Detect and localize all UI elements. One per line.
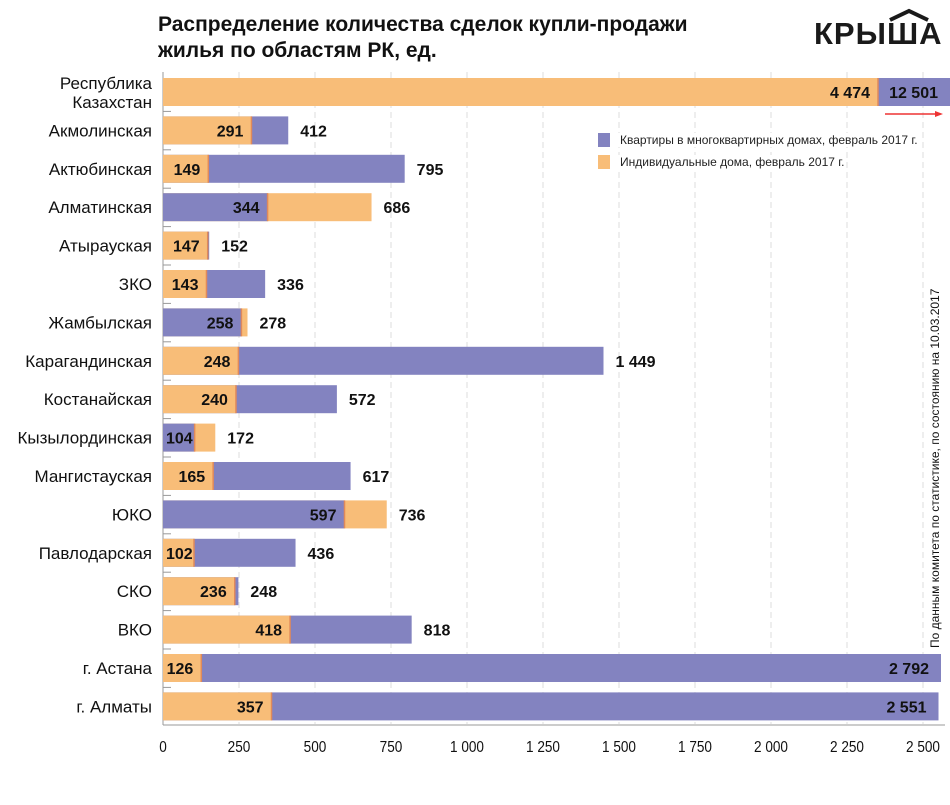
bar-houses — [163, 270, 207, 298]
legend-label: Индивидуальные дома, февраль 2017 г. — [620, 155, 845, 169]
value-label: 236 — [200, 584, 227, 601]
bar-houses — [163, 346, 239, 375]
x-tick-label: 750 — [380, 739, 403, 756]
value-label: 143 — [172, 277, 199, 294]
x-tick-label: 2 250 — [830, 739, 864, 756]
category-label: Акмолинская — [49, 121, 152, 140]
category-label: Павлодарская — [39, 544, 152, 563]
value-label: 4 474 — [830, 85, 870, 102]
x-tick-label: 2 500 — [906, 739, 940, 756]
value-label: 152 — [221, 239, 248, 256]
bar-houses — [163, 577, 235, 606]
bar-houses — [163, 615, 291, 644]
value-label: 1 449 — [615, 354, 655, 371]
category-label: СКО — [117, 582, 152, 601]
value-label: 597 — [310, 507, 337, 524]
bar-apartments — [163, 692, 939, 721]
value-label: 149 — [174, 162, 201, 179]
bar-houses — [163, 116, 252, 145]
logo: КРЫША — [812, 8, 947, 53]
value-label: 357 — [237, 699, 264, 716]
value-label: 418 — [255, 623, 282, 640]
logo-icon: КРЫША — [814, 8, 943, 51]
bar-houses — [163, 231, 208, 260]
bar-apartments — [163, 193, 268, 222]
category-label: Кызылординская — [17, 429, 152, 448]
value-label: 172 — [227, 431, 254, 448]
bar-houses — [163, 462, 214, 490]
overflow-arrow-head-icon — [935, 111, 943, 117]
value-label: 147 — [173, 239, 200, 256]
legend-item-houses: Индивидуальные дома, февраль 2017 г. — [598, 155, 845, 169]
category-label: Казахстан — [72, 93, 152, 112]
category-label: Карагандинская — [25, 352, 152, 371]
x-tick-label: 500 — [304, 739, 327, 756]
bar-houses — [163, 154, 209, 183]
x-tick-label: 250 — [228, 739, 251, 756]
category-label: Жамбылская — [48, 313, 152, 332]
bar-houses — [163, 654, 202, 682]
value-label: 572 — [349, 392, 376, 409]
bar-houses — [163, 78, 878, 106]
x-tick-label: 2 000 — [754, 739, 788, 756]
bar-houses — [163, 385, 236, 414]
value-label: 344 — [233, 200, 260, 217]
value-label: 686 — [384, 200, 411, 217]
legend-label: Квартиры в многоквартирных домах, феврал… — [620, 133, 918, 147]
value-label: 102 — [166, 546, 193, 563]
logo-text: КРЫША — [814, 16, 943, 48]
category-label: Мангистауская — [34, 467, 152, 486]
category-label: Актюбинская — [49, 160, 152, 179]
category-label: г. Астана — [83, 659, 153, 678]
x-tick-label: 1 750 — [678, 739, 712, 756]
value-label: 736 — [399, 507, 426, 524]
x-tick-label: 1 500 — [602, 739, 636, 756]
value-label: 291 — [217, 123, 244, 140]
chart-title: Распределение количества сделок купли-пр… — [158, 13, 688, 62]
x-tick-label: 1 250 — [526, 739, 560, 756]
bar-apartments — [163, 500, 345, 529]
value-label: 12 501 — [889, 85, 938, 102]
value-label: 795 — [417, 162, 444, 179]
value-label: 818 — [424, 623, 451, 640]
category-label: Костанайская — [44, 390, 152, 409]
value-label: 2 551 — [886, 699, 926, 716]
value-label: 278 — [260, 315, 287, 332]
bar-apartments — [163, 654, 941, 682]
legend-item-apartments: Квартиры в многоквартирных домах, феврал… — [598, 133, 918, 147]
category-label: Атырауская — [59, 237, 152, 256]
bar-houses — [163, 692, 272, 721]
bar-apartments — [163, 308, 242, 337]
value-label: 104 — [166, 431, 193, 448]
x-tick-label: 0 — [159, 739, 167, 756]
value-label: 336 — [277, 277, 304, 294]
value-label: 412 — [300, 123, 327, 140]
category-label: ВКО — [118, 621, 152, 640]
value-label: 165 — [178, 469, 205, 486]
value-label: 248 — [250, 584, 277, 601]
legend-swatch — [598, 155, 610, 169]
legend-swatch — [598, 133, 610, 147]
value-label: 126 — [167, 661, 194, 678]
value-label: 2 792 — [889, 661, 929, 678]
category-label: Республика — [60, 74, 153, 93]
source-note: По данным комитета по статистике, по сос… — [928, 288, 942, 648]
category-label: г. Алматы — [76, 697, 152, 716]
bar-houses — [163, 538, 195, 567]
category-label: ЗКО — [119, 275, 152, 294]
x-tick-label: 1 000 — [450, 739, 484, 756]
value-label: 617 — [363, 469, 390, 486]
value-label: 258 — [207, 315, 234, 332]
value-label: 248 — [204, 354, 231, 371]
category-label: Алматинская — [48, 198, 152, 217]
value-label: 436 — [308, 546, 335, 563]
category-label: ЮКО — [112, 505, 152, 524]
value-label: 240 — [201, 392, 228, 409]
bar-apartments — [163, 423, 195, 452]
